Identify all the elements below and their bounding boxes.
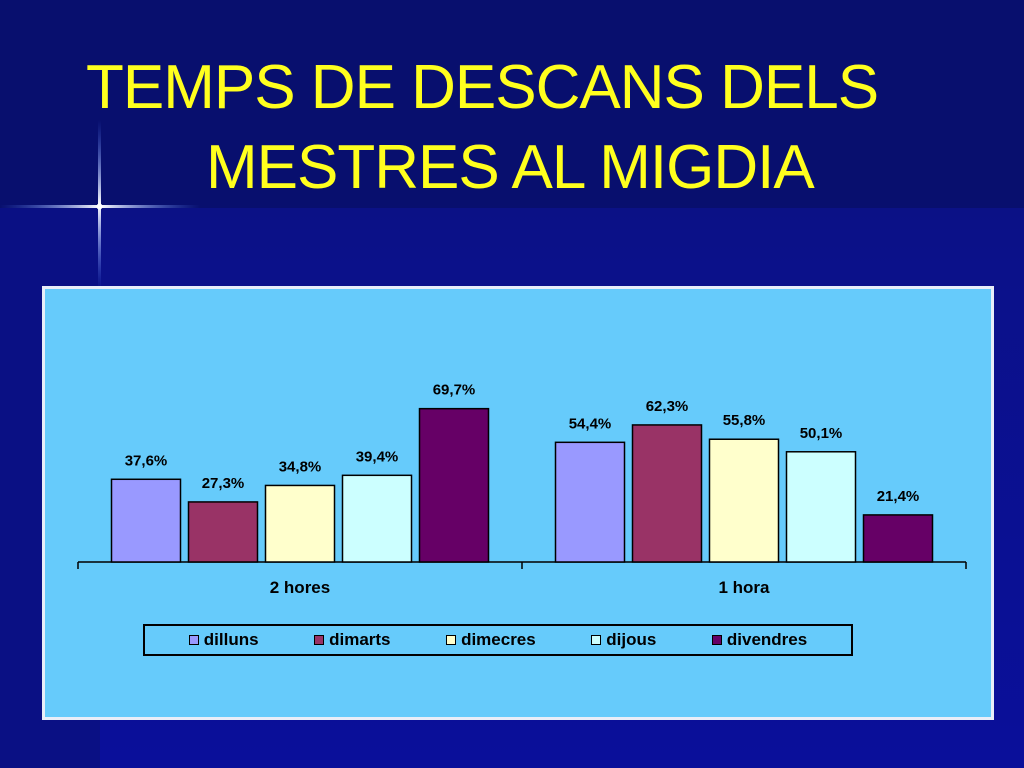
data-label: 50,1% xyxy=(800,425,843,442)
legend-item-divendres: divendres xyxy=(711,630,808,650)
legend-swatch xyxy=(591,635,602,645)
legend-label: dimarts xyxy=(329,630,391,649)
legend-label: dijous xyxy=(606,630,657,649)
data-label: 21,4% xyxy=(877,488,920,505)
slide-title-line2: MESTRES AL MIGDIA xyxy=(206,133,815,202)
bar-chart: 37,6% 27,3% 34,8% 39,4% 69,7% 2 hores 54,4% 62,… xyxy=(77,382,967,597)
bar-divendres-0 xyxy=(418,407,490,563)
slide-title-line1: TEMPS DE DESCANS DELS xyxy=(86,53,879,122)
category-label: 1 hora xyxy=(718,578,770,597)
legend-item-dimecres: dimecres xyxy=(446,630,536,650)
bar-dijous-0 xyxy=(341,474,413,563)
data-label: 54,4% xyxy=(569,415,612,432)
legend-swatch xyxy=(188,635,199,645)
legend-label: dilluns xyxy=(203,630,259,649)
data-label: 34,8% xyxy=(279,458,322,475)
chart-container: 37,6% 27,3% 34,8% 39,4% 69,7% 2 hores 54,4% 62,… xyxy=(42,286,994,720)
category-label: 2 hores xyxy=(270,578,330,597)
slide-header-band xyxy=(0,0,1024,208)
legend-swatch xyxy=(314,635,325,645)
data-label: 55,8% xyxy=(723,412,766,429)
legend-item-dijous: dijous xyxy=(591,630,656,650)
data-label: 39,4% xyxy=(356,448,399,465)
data-label: 27,3% xyxy=(202,475,245,492)
legend-item-dimarts: dimarts xyxy=(314,630,391,650)
slide-title: TEMPS DE DESCANS DELS MESTRES AL MIGDIA xyxy=(86,48,966,208)
bar-dimecres-1 xyxy=(708,438,780,563)
bar-dimecres-0 xyxy=(264,484,336,563)
bar-dilluns-0 xyxy=(110,478,182,563)
bar-dimarts-0 xyxy=(187,501,259,563)
bar-dijous-1 xyxy=(785,451,857,563)
data-label: 37,6% xyxy=(125,452,168,469)
legend-item-dilluns: dilluns xyxy=(188,630,259,650)
legend-swatch xyxy=(711,635,722,645)
data-label: 62,3% xyxy=(646,398,689,415)
bar-dilluns-1 xyxy=(554,441,626,563)
bar-divendres-1 xyxy=(862,514,934,563)
chart-legend: dilluns dimarts dimecres dijous divendres xyxy=(143,624,853,656)
legend-swatch xyxy=(446,635,457,645)
legend-label: dimecres xyxy=(461,630,536,649)
legend-label: divendres xyxy=(726,630,808,649)
bar-dimarts-1 xyxy=(631,424,703,563)
data-label: 69,7% xyxy=(433,382,476,399)
